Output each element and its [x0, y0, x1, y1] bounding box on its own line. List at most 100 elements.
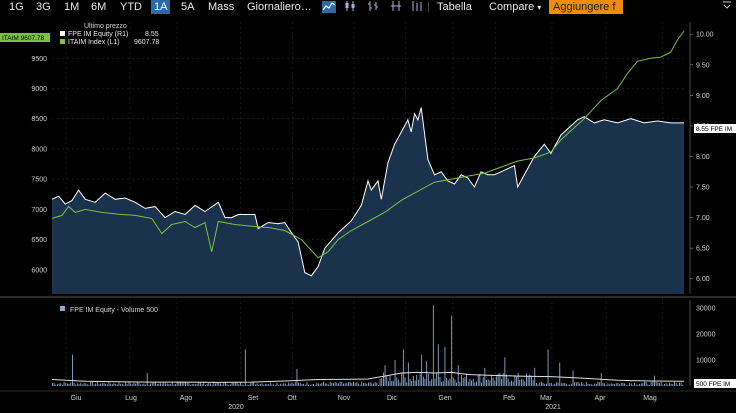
volume-bar	[416, 375, 418, 386]
period-dropdown[interactable]: Giornaliero…	[244, 0, 315, 14]
line-chart-icon[interactable]	[322, 1, 336, 13]
volume-bar	[514, 375, 516, 386]
volume-bar	[75, 384, 77, 386]
volume-bar	[507, 378, 509, 386]
volume-bar	[516, 376, 517, 386]
volume-bar	[501, 378, 502, 386]
volume-bar	[343, 383, 344, 386]
volume-bar	[432, 305, 434, 386]
volume-bar	[452, 377, 454, 386]
volume-bar	[577, 381, 579, 386]
range-1m[interactable]: 1M	[64, 1, 80, 13]
volume-bar	[57, 384, 58, 386]
volume-bar	[183, 382, 185, 386]
volume-bar	[178, 382, 180, 386]
volume-bar	[620, 383, 622, 386]
volume-bar	[567, 384, 569, 386]
range-6m[interactable]: 6M	[91, 1, 107, 13]
volume-bar	[442, 381, 444, 386]
volume-bar	[268, 384, 270, 386]
volume-bar	[356, 382, 358, 386]
volume-bar	[589, 384, 591, 386]
volume-bar	[552, 384, 554, 386]
volume-bar	[645, 382, 647, 386]
volume-moving-average	[51, 371, 685, 383]
right-tick-label: 7.00	[696, 215, 710, 222]
menu-icon[interactable]	[720, 0, 734, 14]
volume-bar	[133, 382, 135, 386]
volume-bar	[220, 383, 221, 386]
volume-bar	[627, 385, 629, 386]
volume-bar	[491, 375, 492, 386]
volume-bar	[68, 384, 70, 386]
volume-bar	[595, 383, 597, 386]
volume-bar	[447, 380, 449, 386]
volume-bar	[429, 381, 431, 386]
volume-bar	[55, 384, 57, 386]
range-ytd[interactable]: YTD	[120, 1, 142, 13]
volume-bar	[326, 383, 328, 386]
volume-bar	[120, 383, 122, 386]
volume-bar	[677, 384, 679, 386]
range-1g[interactable]: 1G	[9, 1, 24, 13]
volume-bar	[560, 383, 562, 386]
left-axis: 6000 6500 7000 7500 8000 8500 9000 9500	[31, 56, 47, 274]
volume-bar	[476, 381, 477, 386]
volume-bar	[230, 384, 231, 386]
volume-bar	[482, 377, 484, 386]
volume-bar	[474, 382, 476, 386]
volume-bar	[98, 384, 100, 386]
volume-bar	[479, 374, 481, 386]
bars-icon[interactable]	[366, 1, 380, 13]
volume-bar	[469, 378, 471, 386]
volume-bar	[667, 384, 669, 386]
volume-bar	[550, 383, 552, 386]
more-icon[interactable]	[410, 1, 424, 13]
volume-bar	[537, 384, 539, 386]
volume-bar	[536, 383, 537, 386]
volume-bar	[316, 382, 318, 386]
volume-bar	[105, 384, 107, 386]
volume-bar	[128, 382, 130, 386]
range-5a[interactable]: 5A	[181, 1, 195, 13]
x-month-label: Gen	[438, 395, 451, 402]
volume-bar	[625, 384, 627, 386]
volume-bar	[615, 383, 617, 386]
volume-bar	[228, 384, 230, 386]
right-last-tag-text: 8.55 FPE IM	[696, 126, 732, 133]
volume-bar	[574, 381, 576, 386]
volume-bar	[484, 367, 486, 386]
range-3g[interactable]: 3G	[36, 1, 51, 13]
volume-bar	[146, 373, 148, 386]
ohlc-icon[interactable]	[389, 1, 403, 13]
volume-bar	[539, 382, 541, 386]
range-mass[interactable]: Mass	[208, 1, 235, 13]
volume-bar	[63, 382, 65, 386]
volume-bar	[353, 381, 354, 386]
volume-bar	[441, 382, 443, 386]
volume-bar	[118, 382, 120, 386]
compare-dropdown[interactable]: Compare ▾	[486, 0, 544, 14]
volume-bar	[579, 383, 581, 386]
volume-bar	[594, 383, 596, 386]
volume-bar	[457, 365, 459, 386]
volume-bar	[412, 376, 414, 386]
range-1a[interactable]: 1A	[151, 0, 171, 14]
volume-bar	[293, 383, 295, 386]
candles-icon[interactable]	[343, 1, 357, 13]
volume-bar	[264, 383, 266, 386]
volume-bar	[664, 383, 665, 386]
volume-bar	[338, 383, 339, 386]
volume-bar	[314, 384, 316, 386]
volume-bar	[196, 383, 198, 386]
volume-bar	[150, 383, 151, 386]
table-button[interactable]: Tabella	[437, 1, 472, 13]
volume-bar	[449, 378, 451, 386]
volume-bar	[281, 384, 283, 386]
volume-bar	[323, 381, 324, 386]
volume-bar	[466, 373, 467, 386]
add-security-input[interactable]: Aggiungere f	[549, 0, 623, 14]
left-tick-label: 7500	[31, 177, 47, 184]
volume-bar	[168, 384, 170, 386]
volume-bar	[462, 378, 464, 386]
